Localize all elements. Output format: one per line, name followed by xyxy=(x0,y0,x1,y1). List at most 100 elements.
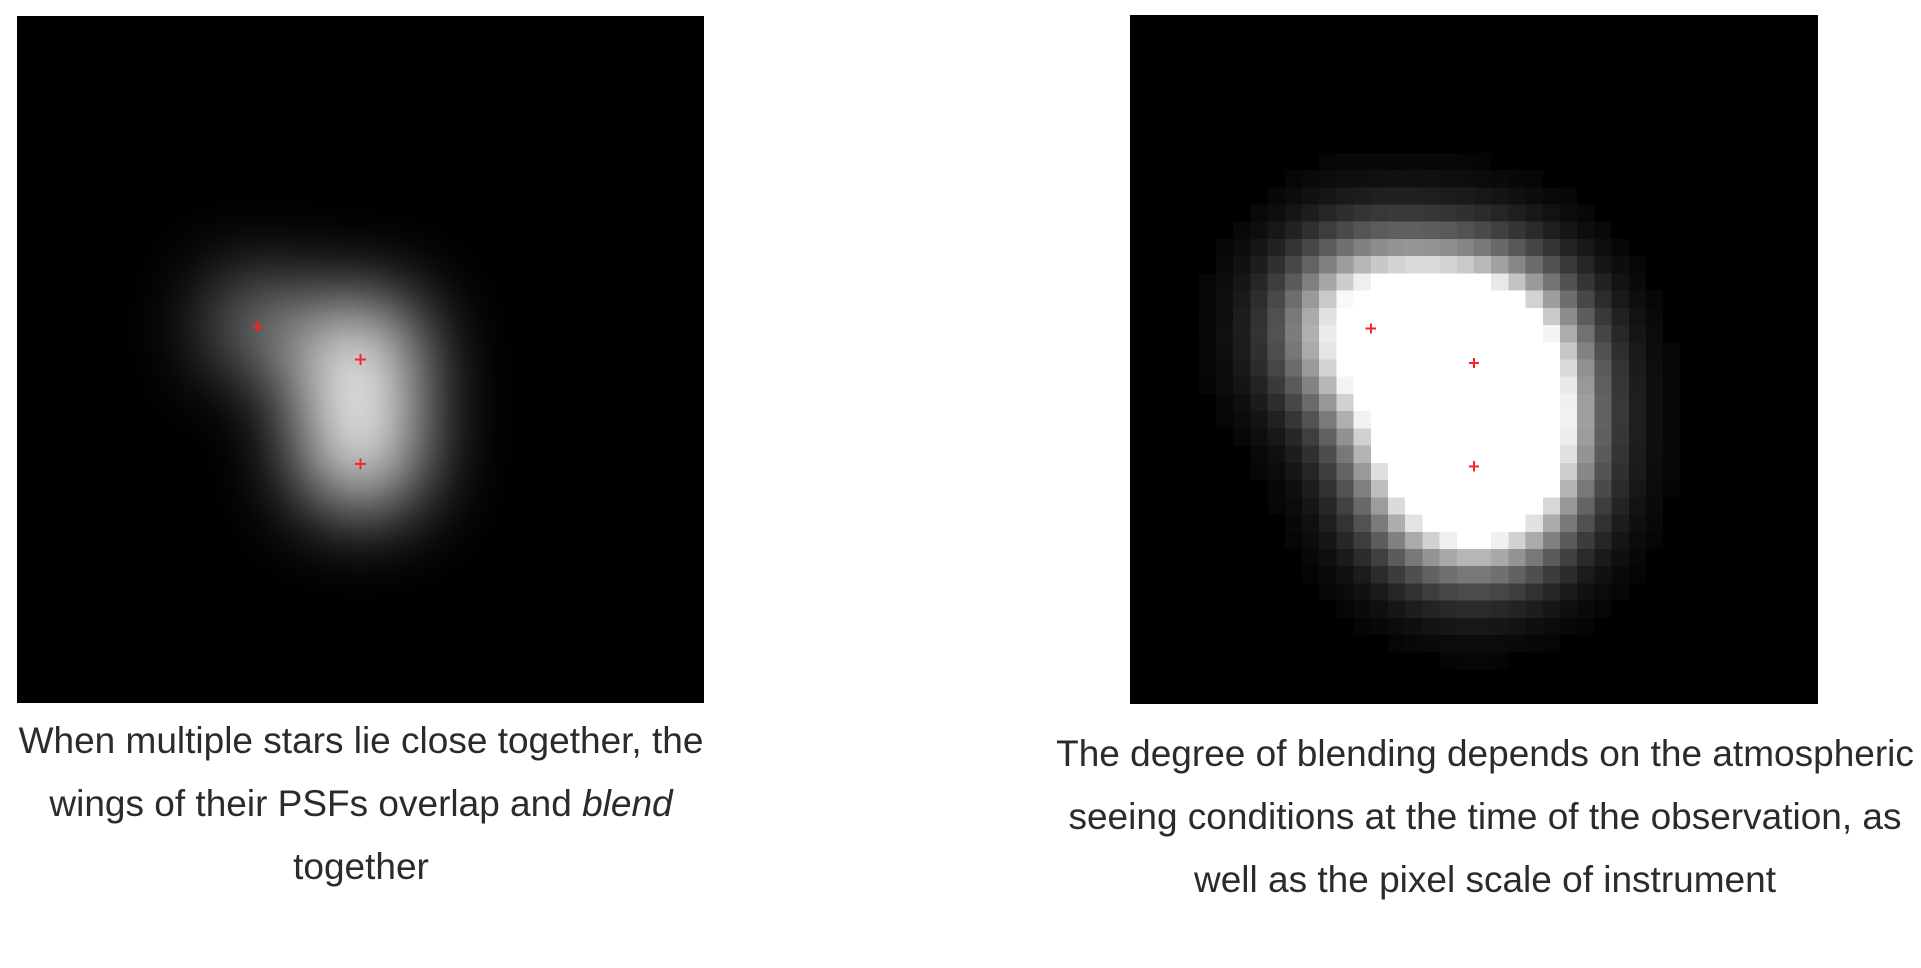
pixel xyxy=(1250,307,1268,326)
pixel xyxy=(1250,204,1268,222)
pixel xyxy=(1525,204,1543,222)
pixel xyxy=(1577,204,1595,222)
pixel xyxy=(1388,583,1406,601)
pixel xyxy=(1491,583,1509,601)
pixel xyxy=(1474,548,1492,567)
pixel xyxy=(1577,376,1595,394)
pixel xyxy=(1319,428,1337,446)
pixel xyxy=(1319,325,1337,343)
pixel xyxy=(1353,273,1371,291)
star-marker-icon xyxy=(355,458,366,470)
pixel xyxy=(1439,531,1457,549)
pixel xyxy=(1370,238,1388,257)
pixel xyxy=(1405,531,1423,549)
left-caption: When multiple stars lie close together, … xyxy=(17,703,705,898)
pixel xyxy=(1542,514,1560,532)
pixel xyxy=(1525,170,1543,188)
pixel xyxy=(1508,393,1526,412)
pixel xyxy=(1542,497,1560,515)
pixel xyxy=(1353,170,1371,188)
pixel xyxy=(1388,204,1406,222)
pixel xyxy=(1353,600,1371,618)
pixel xyxy=(1388,548,1406,567)
pixel xyxy=(1336,290,1354,308)
pixel xyxy=(1439,635,1457,653)
pixel xyxy=(1508,238,1526,257)
pixel xyxy=(1439,325,1457,343)
pixel xyxy=(1405,497,1423,515)
pixel xyxy=(1491,445,1509,463)
pixel xyxy=(1628,273,1646,291)
pixel xyxy=(1525,307,1543,326)
pixel xyxy=(1577,393,1595,412)
pixel xyxy=(1594,583,1612,601)
pixel xyxy=(1508,497,1526,515)
pixel xyxy=(1594,480,1612,498)
pixel xyxy=(1439,548,1457,567)
pixel xyxy=(1250,359,1268,377)
pixel xyxy=(1560,566,1578,584)
pixel xyxy=(1439,393,1457,412)
pixel xyxy=(1250,342,1268,360)
pixel xyxy=(1353,221,1371,239)
pixel xyxy=(1474,342,1492,360)
smooth-star-markers xyxy=(251,321,366,470)
pixel xyxy=(1336,583,1354,601)
pixel xyxy=(1525,445,1543,463)
pixel xyxy=(1456,445,1474,463)
pixel xyxy=(1422,462,1440,481)
pixel xyxy=(1353,566,1371,584)
pixel xyxy=(1388,635,1406,653)
pixel xyxy=(1370,170,1388,188)
pixel xyxy=(1284,221,1302,239)
pixel xyxy=(1577,514,1595,532)
pixel xyxy=(1388,376,1406,394)
pixel xyxy=(1336,256,1354,274)
glow-core xyxy=(305,359,388,442)
star-marker-icon xyxy=(355,354,366,365)
pixel xyxy=(1405,325,1423,343)
pixel xyxy=(1370,480,1388,498)
pixel xyxy=(1560,428,1578,446)
pixel xyxy=(1474,325,1492,343)
pixel xyxy=(1491,548,1509,567)
pixel xyxy=(1474,497,1492,515)
pixel xyxy=(1422,238,1440,257)
pixel xyxy=(1405,221,1423,239)
pixel xyxy=(1577,548,1595,567)
pixel xyxy=(1560,307,1578,326)
pixel xyxy=(1594,273,1612,291)
left-panel: When multiple stars lie close together, … xyxy=(17,16,705,898)
pixel xyxy=(1405,600,1423,618)
pixel xyxy=(1628,307,1646,326)
pixel xyxy=(1216,376,1234,394)
pixel xyxy=(1267,393,1285,412)
pixel xyxy=(1525,617,1543,636)
pixel xyxy=(1216,273,1234,291)
smooth-psf-svg xyxy=(17,16,704,703)
pixel xyxy=(1302,273,1320,291)
pixel xyxy=(1594,411,1612,429)
pixel xyxy=(1474,187,1492,205)
pixel xyxy=(1560,376,1578,394)
pixel xyxy=(1525,411,1543,429)
pixel xyxy=(1491,652,1509,670)
pixel xyxy=(1370,342,1388,360)
pixel xyxy=(1628,359,1646,377)
pixel xyxy=(1353,514,1371,532)
pixel xyxy=(1594,342,1612,360)
pixel xyxy=(1577,497,1595,515)
pixel xyxy=(1370,462,1388,481)
pixel xyxy=(1508,376,1526,394)
pixel xyxy=(1525,428,1543,446)
pixel xyxy=(1474,480,1492,498)
pixel xyxy=(1267,238,1285,257)
pixel xyxy=(1353,445,1371,463)
pixel xyxy=(1646,342,1664,360)
pixel xyxy=(1508,170,1526,188)
pixel xyxy=(1525,256,1543,274)
pixel xyxy=(1474,290,1492,308)
pixel xyxy=(1302,221,1320,239)
pixel xyxy=(1474,566,1492,584)
pixel xyxy=(1628,325,1646,343)
